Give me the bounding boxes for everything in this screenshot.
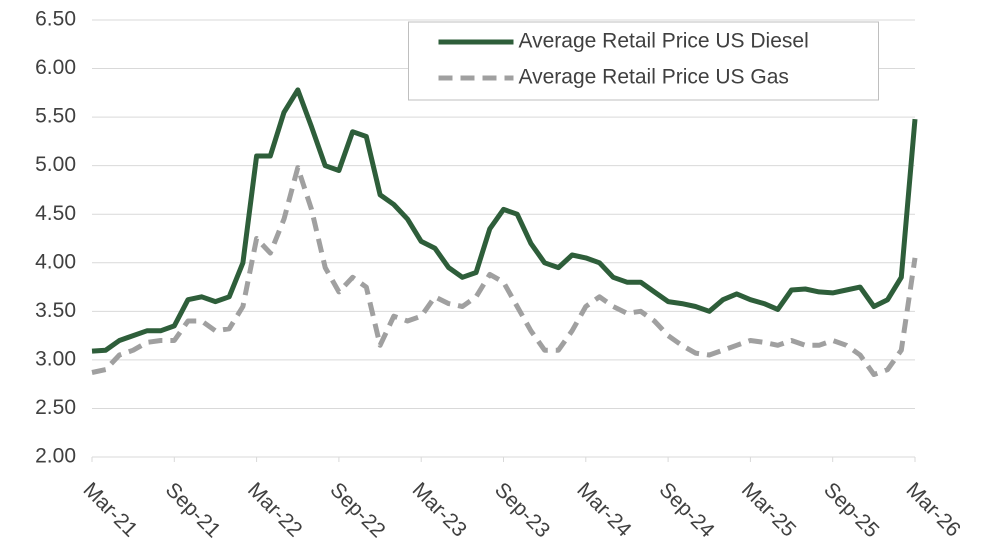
y-tick-label: 6.00 <box>35 56 76 79</box>
y-tick-label: 5.50 <box>35 105 76 128</box>
x-tick-label: Mar-25 <box>737 478 800 541</box>
x-tick-label: Mar-22 <box>243 478 306 541</box>
x-tick-label: Sep-25 <box>819 478 883 542</box>
legend-box <box>408 21 879 101</box>
series-line <box>91 165 918 377</box>
x-tick-label: Mar-24 <box>572 478 636 542</box>
y-tick-label: 2.00 <box>35 445 76 468</box>
legend-label: Average Retail Price US Diesel <box>519 30 809 53</box>
x-tick-label: Sep-21 <box>161 478 225 542</box>
x-tick-label: Sep-23 <box>490 478 554 542</box>
y-tick-label: 4.00 <box>35 250 76 273</box>
y-tick-label: 6.50 <box>35 8 76 31</box>
y-tick-label: 3.00 <box>35 347 76 370</box>
x-tick-label: Sep-22 <box>325 478 389 542</box>
y-tick-label: 3.50 <box>35 299 76 322</box>
x-tick-label: Mar-23 <box>408 478 471 541</box>
x-tick-label: Mar-21 <box>79 478 142 541</box>
x-tick-label: Sep-24 <box>655 478 719 542</box>
x-tick-label: Mar-26 <box>902 478 965 541</box>
y-tick-label: 2.50 <box>35 396 76 419</box>
series-line <box>91 87 918 354</box>
legend-label: Average Retail Price US Gas <box>519 66 789 89</box>
y-tick-label: 5.00 <box>35 153 76 176</box>
y-tick-label: 4.50 <box>35 202 76 225</box>
